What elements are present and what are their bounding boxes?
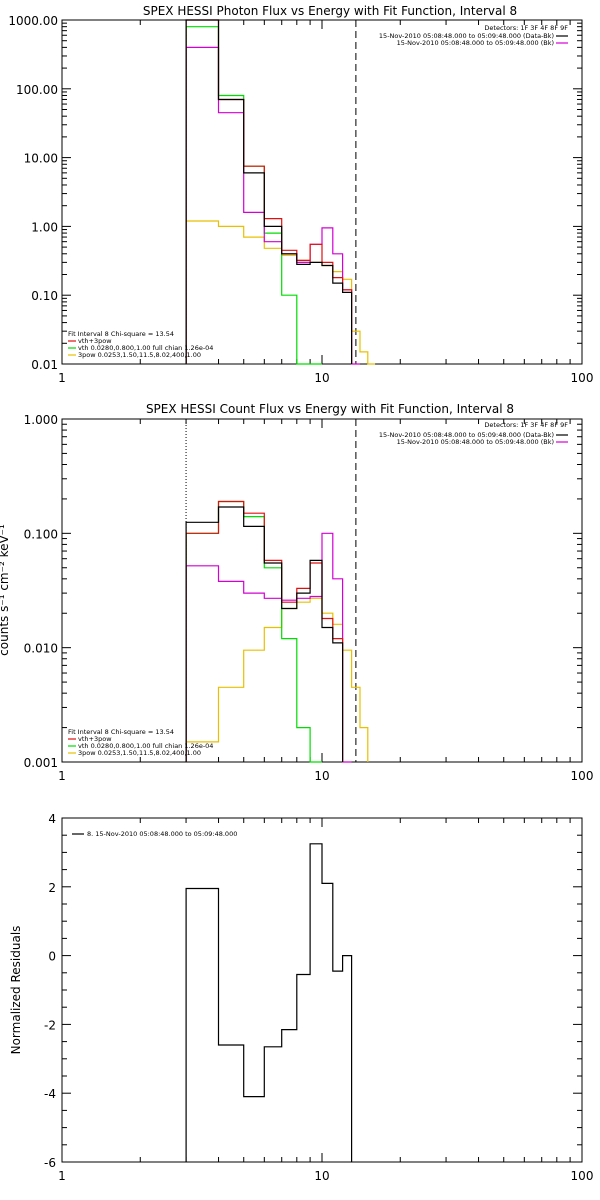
panel2-axes: 1 10 100 0.001 0.010 0.100 1.000	[24, 413, 594, 783]
x-tick-label: 10	[314, 769, 329, 783]
series-fit-line	[185, 19, 353, 364]
legend-entry: vth+3pow	[78, 735, 112, 743]
x-tick-label: 100	[571, 769, 594, 783]
count-flux-panel: SPEX HESSI Count Flux vs Energy with Fit…	[0, 402, 593, 783]
x-tick-label: 1	[58, 769, 66, 783]
y-tick-label: 1000.00	[8, 14, 58, 28]
x-tick-label: 10	[314, 1169, 329, 1183]
panel1-title: SPEX HESSI Photon Flux vs Energy with Fi…	[143, 4, 517, 18]
panel1-series	[185, 19, 376, 365]
panel3-axes: 1 10 100 -6 -4 -2 0 2 4	[44, 812, 593, 1183]
y-tick-label: 10.00	[24, 152, 58, 166]
x-tick-label: 100	[571, 1169, 594, 1183]
legend-entry: 15-Nov-2010 05:08:48.000 to 05:09:48.000…	[397, 438, 554, 446]
y-tick-label: -2	[44, 1018, 56, 1032]
panel1-axes: 1 10 100 0.01 0.10 1.00 10.00 100.00 1000.00	[8, 14, 593, 385]
legend-entry: Fit Interval 8 Chi-square = 13.54	[68, 728, 174, 736]
panel3-ylabel: Normalized Residuals	[9, 926, 23, 1055]
legend-entry: 3pow 0.0253,1.50,11.5,8.02,400,1.00	[78, 351, 201, 359]
series-data-line	[185, 46, 360, 365]
y-tick-label: 100.00	[16, 83, 58, 97]
y-tick-label: 0.100	[24, 527, 58, 541]
panel1-detectors: Detectors: 1F 3F 4F 8F 9F	[484, 24, 568, 32]
x-tick-label: 1	[58, 1169, 66, 1183]
panel1-legend-fit: Fit Interval 8 Chi-square = 13.54vth+3po…	[68, 330, 213, 359]
legend-entry: vth+3pow	[78, 337, 112, 345]
residuals-panel: Normalized Residuals 1 10 100 -6 -4 -2 0 2 4 8. …	[9, 812, 593, 1183]
series-fit-line	[185, 500, 344, 762]
y-tick-label: 4	[48, 812, 56, 826]
y-tick-label: 1.00	[31, 220, 58, 234]
legend-entry: 15-Nov-2010 05:08:48.000 to 05:09:48.000…	[379, 431, 554, 439]
legend-entry: 8. 15-Nov-2010 05:08:48.000 to 05:09:48.…	[87, 830, 237, 838]
x-tick-label: 100	[571, 371, 594, 385]
y-tick-label: -6	[44, 1156, 56, 1170]
panel1-legend-top: 15-Nov-2010 05:08:48.000 to 05:09:48.000…	[379, 32, 568, 47]
panel2-title: SPEX HESSI Count Flux vs Energy with Fit…	[146, 402, 514, 416]
x-tick-label: 1	[58, 371, 66, 385]
panel2-legend-fit: Fit Interval 8 Chi-square = 13.54vth+3po…	[68, 728, 213, 757]
y-tick-label: 0	[48, 950, 56, 964]
legend-entry: 15-Nov-2010 05:08:48.000 to 05:09:48.000…	[379, 32, 554, 40]
panel3-series	[185, 843, 353, 1162]
panel2-legend-top: 15-Nov-2010 05:08:48.000 to 05:09:48.000…	[379, 431, 568, 446]
series-total-line	[185, 506, 344, 762]
legend-entry: vth 0.0280,0.800,1.00 full chian 1.26e-0…	[78, 344, 213, 352]
y-tick-label: 0.001	[24, 756, 58, 770]
y-tick-label: 0.01	[31, 358, 58, 372]
panel2-series	[185, 419, 369, 763]
y-tick-label: -4	[44, 1087, 56, 1101]
series-vth-line	[185, 500, 322, 763]
y-tick-label: 2	[48, 881, 56, 895]
series-pow-line	[185, 597, 369, 762]
series-total-line	[185, 843, 353, 1162]
panel2-detectors: Detectors: 1F 3F 4F 8F 9F	[484, 421, 568, 429]
panel3-legend-top: 8. 15-Nov-2010 05:08:48.000 to 05:09:48.…	[72, 830, 237, 838]
y-tick-label: 0.10	[31, 289, 58, 303]
series-total-line	[185, 19, 353, 364]
legend-entry: vth 0.0280,0.800,1.00 full chian 1.26e-0…	[78, 742, 213, 750]
x-tick-label: 10	[314, 371, 329, 385]
legend-entry: 3pow 0.0253,1.50,11.5,8.02,400,1.00	[78, 749, 201, 757]
y-tick-label: 0.010	[24, 642, 58, 656]
legend-entry: Fit Interval 8 Chi-square = 13.54	[68, 330, 174, 338]
panel1-frame	[61, 19, 583, 365]
y-tick-label: 1.000	[24, 413, 58, 427]
panel2-ylabel: counts s⁻¹ cm⁻² keV⁻¹	[0, 524, 11, 656]
series-vth-line	[185, 26, 322, 365]
legend-entry: 15-Nov-2010 05:08:48.000 to 05:09:48.000…	[397, 39, 554, 47]
photon-flux-panel: SPEX HESSI Photon Flux vs Energy with Fi…	[8, 4, 593, 385]
